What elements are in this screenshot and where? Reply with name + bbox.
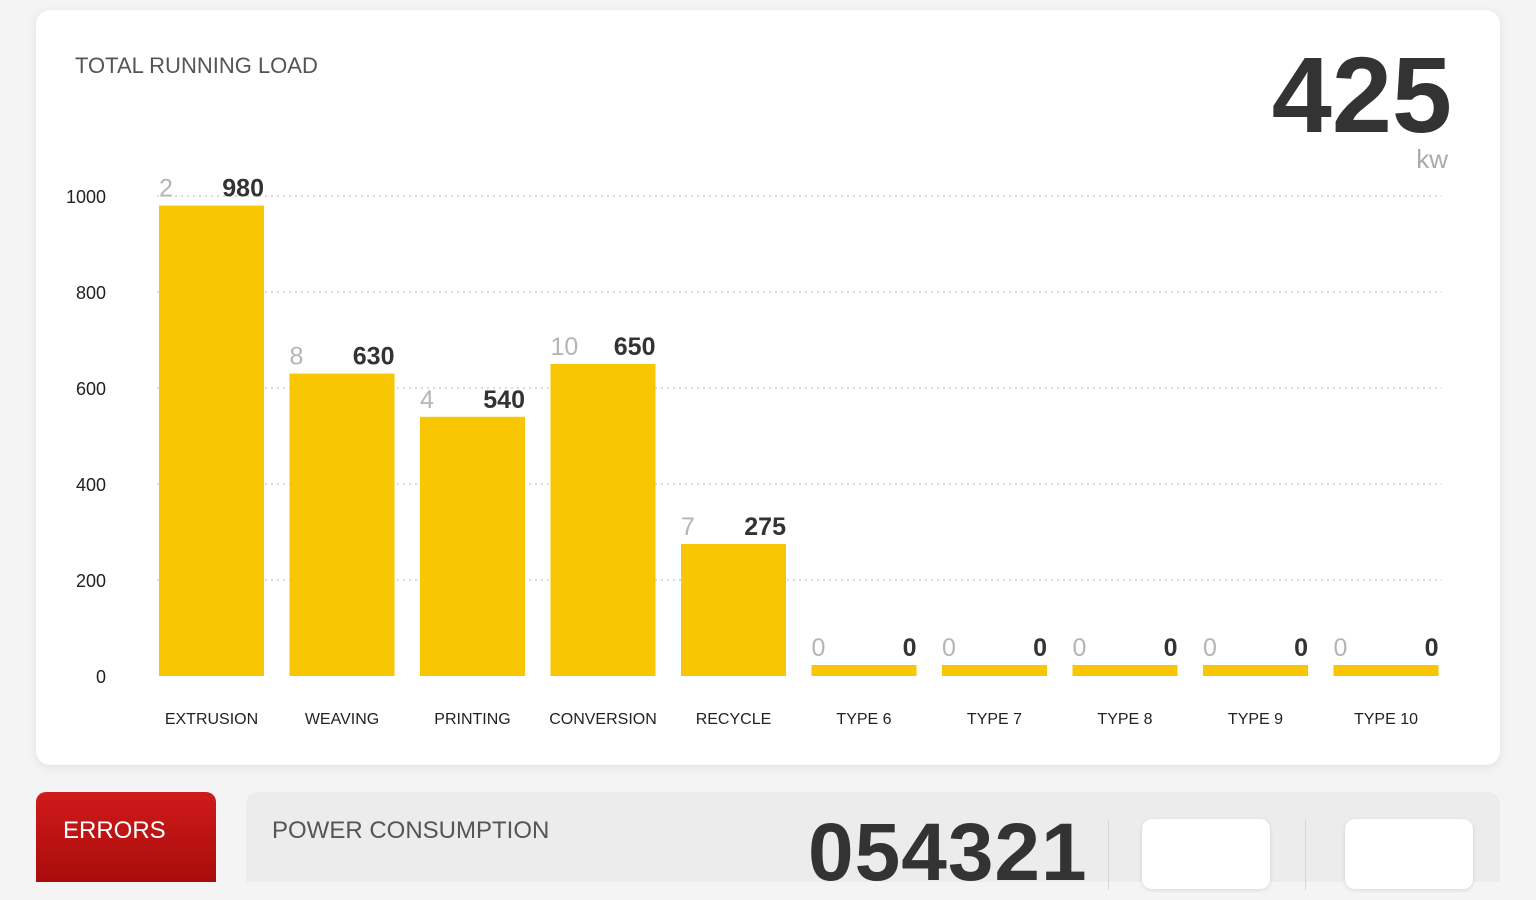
y-tick-label: 400 (76, 475, 106, 495)
y-tick-label: 800 (76, 283, 106, 303)
x-tick-label: TYPE 6 (836, 711, 891, 728)
bar (681, 544, 786, 676)
bar (811, 665, 917, 676)
x-tick-label: PRINTING (434, 711, 510, 728)
power-title: POWER CONSUMPTION (272, 817, 550, 844)
count-label: 2 (159, 175, 173, 203)
count-label: 0 (942, 634, 956, 662)
bar (1333, 665, 1439, 676)
divider (1108, 820, 1109, 890)
power-panel: POWER CONSUMPTION 054321 (246, 792, 1500, 898)
chart: TOTAL RUNNING LOAD 425 kw 02004006008001… (66, 34, 1452, 728)
value-label: 980 (222, 175, 264, 203)
y-tick-label: 200 (76, 571, 106, 591)
y-tick-label: 0 (96, 667, 106, 687)
divider (1305, 820, 1306, 890)
count-label: 10 (551, 333, 579, 361)
power-value: 054321 (808, 807, 1088, 898)
bar (942, 665, 1047, 676)
value-label: 650 (614, 333, 656, 361)
count-label: 0 (1203, 634, 1217, 662)
value-label: 630 (353, 343, 395, 371)
count-label: 8 (290, 343, 304, 371)
value-label: 0 (1294, 634, 1308, 662)
bar (420, 416, 525, 676)
x-tick-label: TYPE 10 (1354, 711, 1418, 728)
y-tick-label: 600 (76, 379, 106, 399)
x-tick-label: TYPE 7 (967, 711, 1022, 728)
value-label: 0 (1033, 634, 1047, 662)
total-load-unit: kw (1416, 144, 1448, 174)
x-tick-label: EXTRUSION (165, 711, 258, 728)
count-label: 7 (681, 513, 695, 541)
bar (159, 205, 264, 676)
chart-title: TOTAL RUNNING LOAD (75, 53, 318, 78)
value-label: 0 (1164, 634, 1178, 662)
y-tick-label: 1000 (66, 187, 106, 207)
page: {"chart_data": {"type": "bar", "title": … (36, 10, 1500, 898)
bar (289, 373, 395, 676)
bar (550, 364, 656, 676)
count-label: 4 (420, 386, 434, 414)
value-label: 540 (483, 386, 525, 414)
count-label: 0 (1073, 634, 1087, 662)
x-tick-label: WEAVING (305, 711, 379, 728)
value-label: 275 (744, 513, 786, 541)
count-label: 0 (1334, 634, 1348, 662)
x-tick-label: TYPE 9 (1228, 711, 1283, 728)
total-load-value: 425 (1272, 34, 1452, 155)
value-label: 0 (1425, 634, 1439, 662)
bar (1072, 665, 1178, 676)
count-label: 0 (812, 634, 826, 662)
value-label: 0 (903, 634, 917, 662)
x-tick-label: CONVERSION (549, 711, 657, 728)
icon-button[interactable] (1142, 819, 1270, 889)
icon-button[interactable] (1345, 819, 1473, 889)
bar (1203, 665, 1308, 676)
errors-button[interactable]: ERRORS (36, 792, 216, 882)
x-tick-label: TYPE 8 (1097, 711, 1152, 728)
x-tick-label: RECYCLE (696, 711, 772, 728)
